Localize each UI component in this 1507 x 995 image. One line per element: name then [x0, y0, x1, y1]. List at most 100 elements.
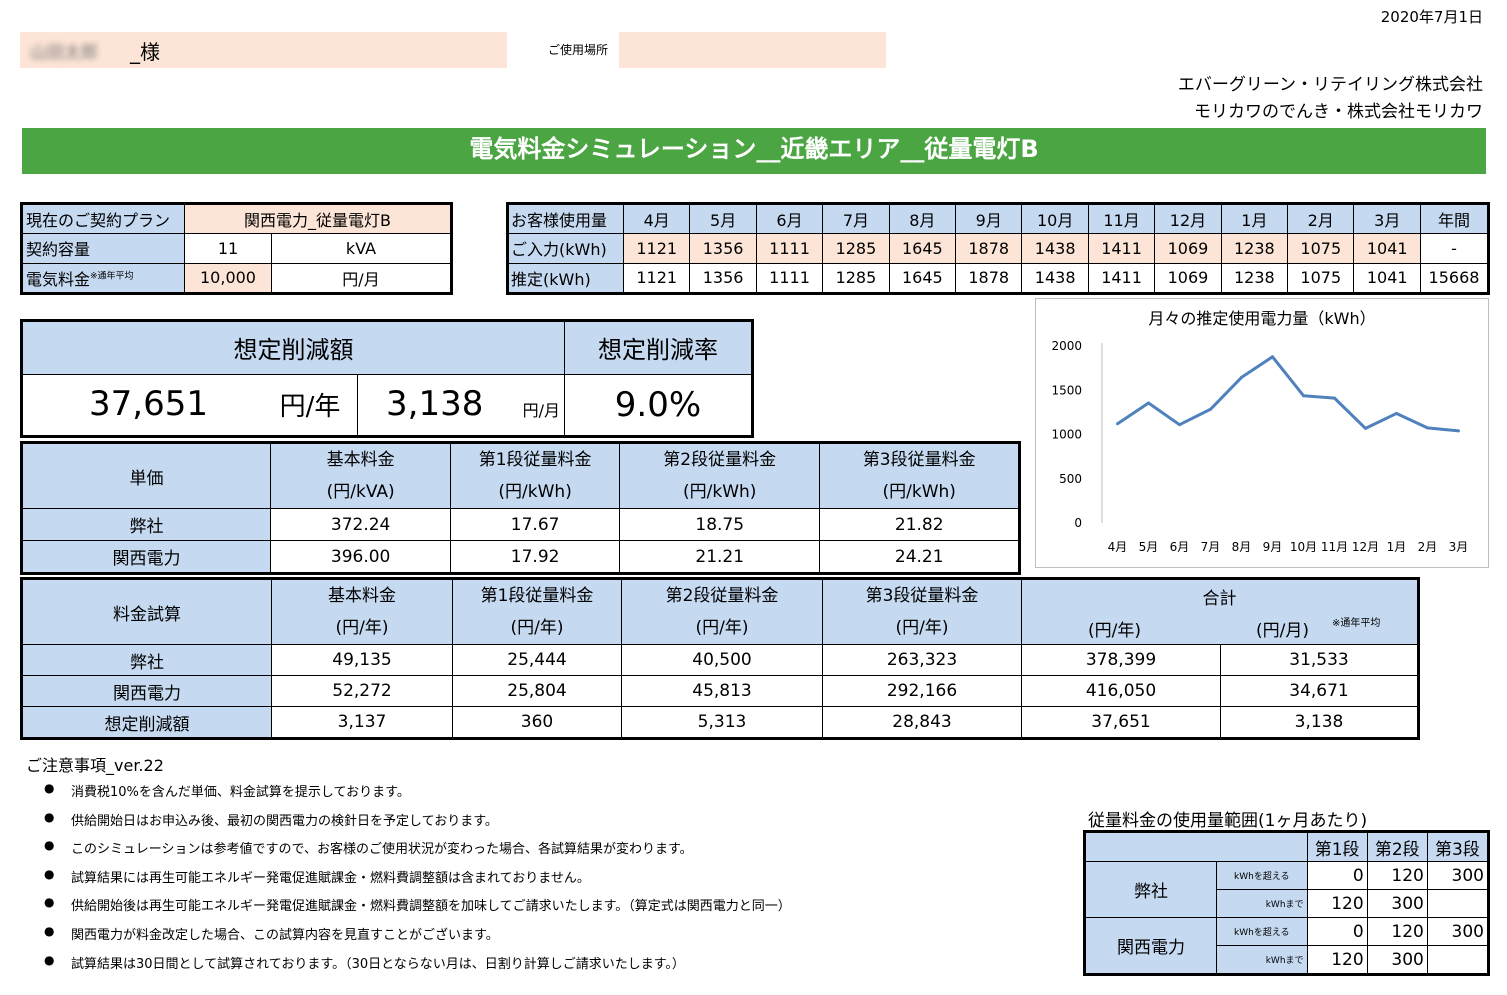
note-text: 関西電力が料金改定した場合、この試算内容を見直すことがございます。 [71, 928, 499, 943]
column-header: 第1段従量料金 (円/年) [452, 579, 622, 645]
row-label: 関西電力 [22, 675, 272, 707]
y-tick-label: 2000 [1051, 339, 1082, 353]
column-header-name: 基本料金 [326, 450, 395, 470]
y-tick-label: 1500 [1051, 383, 1082, 397]
usage-input-cell[interactable]: 1411 [1087, 233, 1156, 264]
range-corner [1085, 832, 1308, 862]
column-header-unit: (円/年) [510, 618, 564, 638]
table-row: kWhまで 120 300 [1086, 945, 1489, 974]
range-over-label: kWhを超える [1216, 917, 1308, 946]
column-header: 第2段従量料金 (円/年) [621, 579, 823, 645]
x-tick-label: 6月 [1170, 540, 1190, 554]
calc-cell: 263,323 [822, 644, 1022, 676]
usage-input-cell[interactable]: 1238 [1220, 233, 1289, 264]
usage-input-cell[interactable]: 1121 [622, 233, 691, 264]
range-over-cell: 120 [1366, 917, 1428, 946]
column-header: 基本料金 (円/kVA) [269, 443, 452, 509]
usage-estimate-cell: 1121 [622, 262, 691, 294]
contract-table: 現在のご契約プラン 関西電力_従量電灯B 契約容量 11 kVA 電気料金※通年… [20, 202, 453, 295]
fee-label-text: 電気料金 [26, 269, 91, 289]
capacity-unit: kVA [271, 233, 451, 264]
table-row: 想定削減額 3,137 360 5,313 28,843 37,651 3,138 [22, 706, 1418, 738]
location-label: ご使用場所 [548, 43, 609, 57]
range-over-cell: 0 [1306, 861, 1368, 890]
range-upto-cell [1426, 945, 1489, 974]
usage-month: 3月 [1353, 203, 1421, 235]
savings-monthly-unit: 円/月 [522, 400, 560, 420]
range-upto-cell: 120 [1306, 889, 1368, 918]
table-row: 弊社 kWhを超える 0 120 300 [1085, 861, 1489, 918]
range-upto-label: kWhまで [1216, 945, 1308, 974]
usage-input-cell[interactable]: 1285 [822, 233, 890, 264]
range-title: 従量料金の使用量範囲(1ヶ月あたり) [1088, 811, 1368, 831]
date: 2020年7月1日 [1380, 8, 1483, 26]
capacity-value: 11 [184, 233, 272, 264]
usage-estimate-cell: 1069 [1154, 262, 1222, 294]
data-point [1240, 375, 1243, 379]
y-tick-label: 500 [1059, 472, 1082, 486]
unit-price-label: 単価 [22, 443, 271, 509]
plan-label: 現在のご契約プラン [22, 203, 185, 235]
calc-cell: 52,272 [271, 675, 453, 707]
note-text: 供給開始後は再生可能エネルギー発電促進賦課金・燃料費調整額を加味してご請求いたし… [71, 899, 791, 915]
fee-note: ※通年平均 [90, 271, 134, 282]
usage-input-cell[interactable]: 1878 [955, 233, 1023, 264]
total-unit-year: (円/年) [1088, 621, 1141, 641]
company-line2: モリカワのでんき・株式会社モリカワ [1194, 102, 1483, 122]
usage-input-cell[interactable]: 1069 [1154, 233, 1222, 264]
calc-cell: 37,651 [1021, 706, 1221, 738]
usage-input-cell[interactable]: 1356 [689, 233, 757, 264]
chart-title: 月々の推定使用電力量（kWh） [1148, 309, 1375, 328]
usage-estimate-total: 15668 [1420, 262, 1488, 294]
column-header-unit: (円/年) [895, 618, 949, 638]
x-tick-label: 1月 [1387, 540, 1407, 554]
column-header-name: 第2段従量料金 [663, 450, 777, 470]
price-cell: 17.67 [450, 508, 620, 541]
data-point [1271, 355, 1274, 359]
usage-input-cell[interactable]: 1645 [888, 233, 957, 264]
usage-input-cell[interactable]: 1438 [1021, 233, 1089, 264]
title-banner: 電気料金シミュレーション__近畿エリア__従量電灯B [22, 128, 1486, 174]
usage-month: 1月 [1220, 203, 1289, 235]
savings-amount-label: 想定削減額 [22, 321, 565, 375]
note-text: 供給開始日はお申込み後、最初の関西電力の検針日を予定しております。 [71, 813, 498, 829]
range-upto-cell: 300 [1366, 945, 1428, 974]
fee-unit: 円/月 [271, 262, 451, 294]
y-tick-label: 1000 [1051, 428, 1082, 442]
notes-title: ご注意事項_ver.22 [26, 756, 164, 775]
savings-monthly-cell: 3,138 円/月 [357, 373, 565, 437]
usage-estimate-cell: 1356 [689, 262, 757, 294]
input-label: ご入力(kWh) [508, 233, 624, 264]
data-point [1333, 396, 1336, 400]
usage-estimate-cell: 1111 [755, 262, 824, 294]
column-header-name: 第1段従量料金 [478, 450, 592, 470]
usage-input-cell[interactable]: 1041 [1353, 233, 1421, 264]
total-header: 合計 (円/年) (円/月) ※通年平均 [1021, 579, 1418, 645]
plan-value: 関西電力_従量電灯B [184, 203, 451, 235]
x-tick-label: 3月 [1449, 540, 1469, 554]
fee-value: 10,000 [184, 262, 272, 294]
column-header: 基本料金 (円/年) [271, 579, 453, 645]
usage-input-cell[interactable]: 1111 [755, 233, 824, 264]
savings-monthly: 3,138 [386, 383, 484, 424]
range-over-label: kWhを超える [1216, 861, 1308, 890]
usage-input-total: - [1420, 233, 1488, 264]
company-line1: エバーグリーン・リテイリング株式会社 [1177, 75, 1483, 95]
usage-input-cell[interactable]: 1075 [1287, 233, 1355, 264]
savings-table: 想定削減額 想定削減率 37,651 円/年 3,138 円/月 9.0% [20, 319, 754, 438]
usage-month: 10月 [1021, 203, 1089, 235]
row-label: 弊社 [22, 644, 272, 676]
y-tick-label: 0 [1074, 516, 1082, 530]
column-header-name: 第1段従量料金 [480, 586, 594, 606]
customer-name: 山田太郎 [30, 43, 98, 63]
calc-table: 料金試算 基本料金 (円/年) 第1段従量料金 (円/年) 第2段従量料金 (円/年) 第3… [20, 577, 1420, 740]
series-line [1116, 355, 1459, 433]
data-point [1457, 429, 1460, 433]
data-point [1178, 423, 1181, 427]
page-title: 電気料金シミュレーション__近畿エリア__従量電灯B [469, 135, 1039, 163]
calc-cell: 292,166 [822, 675, 1022, 707]
data-point [1302, 394, 1305, 398]
usage-annual-label: 年間 [1420, 203, 1488, 235]
column-header: 第3段従量料金 (円/年) [822, 579, 1022, 645]
column-header-name: 第3段従量料金 [865, 586, 979, 606]
